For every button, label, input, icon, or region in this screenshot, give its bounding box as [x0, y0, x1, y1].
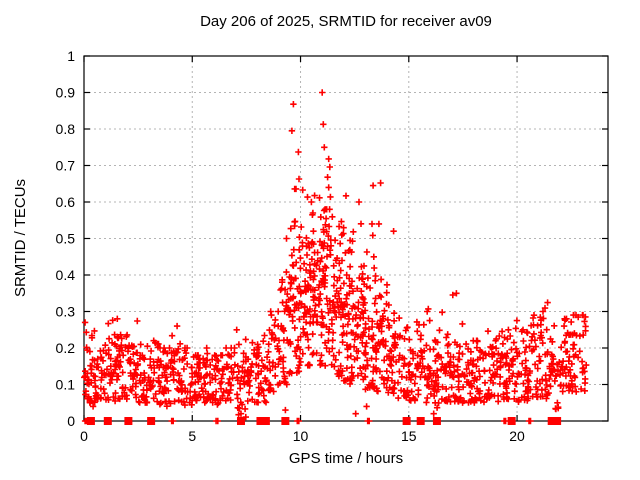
- zero-flag-markers: [86, 417, 562, 425]
- svg-text:0.7: 0.7: [56, 158, 76, 174]
- svg-text:0.4: 0.4: [56, 267, 76, 283]
- svg-text:0.6: 0.6: [56, 194, 76, 210]
- svg-text:0: 0: [67, 413, 75, 429]
- svg-text:0.1: 0.1: [56, 377, 76, 393]
- svg-text:0: 0: [80, 428, 88, 444]
- x-axis-label: GPS time / hours: [288, 450, 404, 467]
- x-tick-labels: 0 5 10 15 20: [80, 428, 525, 444]
- svg-text:0.9: 0.9: [56, 85, 76, 101]
- scatter-points: [81, 89, 590, 425]
- svg-text:1: 1: [67, 48, 75, 64]
- svg-text:0.3: 0.3: [56, 304, 76, 320]
- chart-title: Day 206 of 2025, SRMTID for receiver av0…: [200, 13, 492, 30]
- svg-text:10: 10: [293, 428, 309, 444]
- svg-text:0.8: 0.8: [56, 121, 76, 137]
- svg-text:20: 20: [509, 428, 525, 444]
- y-tick-labels: 0 0.1 0.2 0.3 0.4 0.5 0.6 0.7 0.8 0.9 1: [56, 48, 76, 429]
- svg-text:5: 5: [188, 428, 196, 444]
- svg-text:15: 15: [401, 428, 417, 444]
- svg-text:0.5: 0.5: [56, 231, 76, 247]
- svg-text:0.2: 0.2: [56, 340, 76, 356]
